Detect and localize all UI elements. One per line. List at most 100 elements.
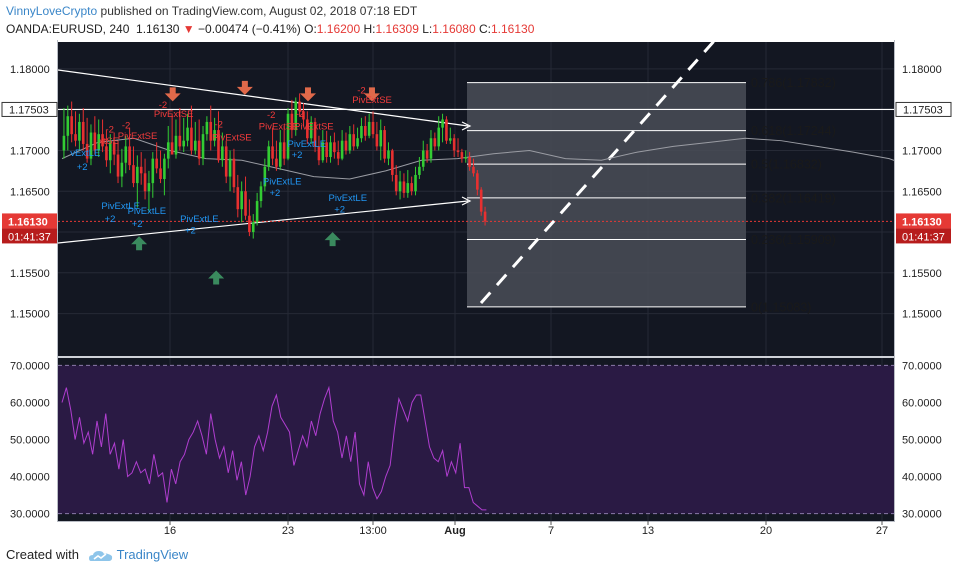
price-tick-label-right: 1.15000 bbox=[902, 309, 942, 321]
strategy-label: -2 bbox=[296, 109, 304, 120]
arrow-head bbox=[461, 121, 472, 131]
strategy-label: +2 bbox=[132, 219, 143, 230]
candle-body bbox=[217, 130, 220, 161]
candle-body bbox=[166, 142, 170, 159]
candle-body bbox=[259, 186, 263, 202]
candle-body bbox=[132, 165, 135, 184]
candle-body bbox=[340, 140, 344, 159]
candle-body bbox=[248, 215, 251, 233]
candle-body bbox=[379, 130, 383, 147]
chart-canvas[interactable]: 0.786(1.17832) 0.618(1.17244) 0.5(1.16832)… bbox=[0, 0, 953, 540]
candle-body bbox=[325, 142, 328, 157]
candle-body bbox=[313, 121, 317, 147]
candle-body bbox=[425, 150, 429, 159]
long-signal-arrow-icon bbox=[131, 236, 148, 251]
candle-body bbox=[151, 158, 155, 184]
strategy-label: +2 bbox=[269, 188, 280, 199]
candle-body bbox=[360, 126, 363, 139]
price-tick-label-left: 1.15500 bbox=[10, 268, 50, 280]
candle-body bbox=[197, 140, 201, 159]
triangle-lower-line bbox=[57, 200, 469, 244]
candle-body bbox=[452, 138, 456, 151]
time-tick-label: 7 bbox=[548, 525, 554, 537]
price-tick-label-right: 1.17000 bbox=[902, 145, 942, 157]
tradingview-brand[interactable]: TradingView bbox=[116, 547, 189, 562]
candle-body bbox=[286, 113, 290, 159]
strategy-label: -2 bbox=[267, 110, 275, 121]
publish-info: VinnyLoveCrypto published on TradingView… bbox=[6, 4, 417, 18]
candle-body bbox=[429, 138, 433, 159]
countdown-tag-right bbox=[896, 228, 951, 244]
candle-body bbox=[421, 150, 425, 167]
candle-body bbox=[460, 152, 464, 159]
candle-body bbox=[437, 127, 441, 147]
rsi-tick-label-right: 40.0000 bbox=[902, 472, 942, 484]
long-signal-arrow-icon bbox=[208, 270, 225, 285]
candle-body bbox=[147, 183, 151, 192]
candle-body bbox=[329, 142, 332, 157]
candle-body bbox=[363, 126, 367, 136]
candle-body bbox=[321, 142, 325, 161]
strategy-label: +2 bbox=[185, 226, 196, 237]
candle-body bbox=[367, 121, 371, 136]
price-tick-label-left: 1.15000 bbox=[10, 309, 50, 321]
strategy-label: +2 bbox=[105, 214, 116, 225]
candle-body bbox=[468, 156, 471, 167]
left-axis-bg bbox=[0, 40, 57, 521]
candle-body bbox=[302, 111, 305, 120]
candle-body bbox=[105, 146, 108, 161]
candle-body bbox=[406, 183, 410, 193]
time-tick-label: 23 bbox=[282, 525, 294, 537]
time-axis-bg bbox=[0, 521, 953, 540]
price-axes[interactable]: 1.180001.180001.175001.175001.170001.170… bbox=[0, 40, 953, 521]
resistance-tag-right bbox=[895, 101, 952, 117]
rsi-tick-label-right: 50.0000 bbox=[902, 435, 942, 447]
candle-body bbox=[298, 101, 301, 112]
rsi-tick-label-left: 40.0000 bbox=[10, 472, 50, 484]
candle-body bbox=[182, 140, 186, 147]
fib-level-label: 0.5(1.16832) bbox=[751, 158, 822, 172]
candle-body bbox=[441, 119, 444, 128]
candle-body bbox=[472, 166, 475, 174]
strategy-label: -2 bbox=[105, 125, 113, 136]
strategy-label: PivExtSE bbox=[352, 95, 392, 106]
candle-body bbox=[414, 174, 417, 192]
candle-body bbox=[410, 183, 413, 192]
strategy-signals: vExtLE+2PivExtLE+2PivExtLE+2PivExtSExtSE… bbox=[70, 80, 392, 285]
candle-body bbox=[136, 166, 139, 184]
author-link[interactable]: VinnyLoveCrypto bbox=[6, 4, 98, 18]
candle-body bbox=[240, 191, 243, 210]
candle-body bbox=[78, 121, 81, 141]
candle-body bbox=[352, 134, 356, 147]
candle-body bbox=[402, 181, 406, 193]
candle-body bbox=[275, 158, 278, 167]
rsi-line bbox=[61, 385, 487, 511]
fib-level-label: 0(1.15083) bbox=[751, 300, 811, 314]
resistance-tag-text-left: 1.17503 bbox=[9, 104, 49, 116]
strategy-label: PivExtSE bbox=[294, 121, 334, 132]
triangle-upper-line bbox=[57, 69, 469, 127]
price-tag-text-right: 1.16130 bbox=[902, 216, 942, 228]
candle-body bbox=[221, 146, 224, 161]
candle-body bbox=[89, 132, 93, 159]
price-tick-label-left: 1.17000 bbox=[10, 145, 50, 157]
candle-body bbox=[356, 138, 359, 147]
price-change: −0.00474 (−0.41%) bbox=[198, 22, 301, 36]
strategy-label: -2 bbox=[122, 120, 130, 131]
down-triangle-icon: ▼ bbox=[182, 22, 195, 36]
strategy-label: -2 bbox=[357, 85, 365, 96]
rsi-series bbox=[58, 364, 894, 515]
symbol-label: OANDA:EURUSD, 240 bbox=[6, 22, 130, 36]
candle-body bbox=[236, 187, 240, 210]
candle-body bbox=[213, 130, 216, 141]
rsi-tick-label-right: 70.0000 bbox=[902, 360, 942, 372]
candle-body bbox=[306, 119, 309, 139]
strategy-label: +2 bbox=[77, 162, 88, 173]
strategy-label: xtSE bbox=[99, 136, 119, 147]
resistance-tag-left bbox=[1, 101, 58, 117]
candle-body bbox=[244, 191, 247, 216]
short-signal-arrow-icon bbox=[300, 87, 316, 102]
candle-body bbox=[101, 134, 104, 147]
time-axis[interactable]: 16 23 13:00 Aug 7 13 20 27 bbox=[0, 521, 953, 540]
created-with-text: Created with bbox=[6, 547, 79, 562]
